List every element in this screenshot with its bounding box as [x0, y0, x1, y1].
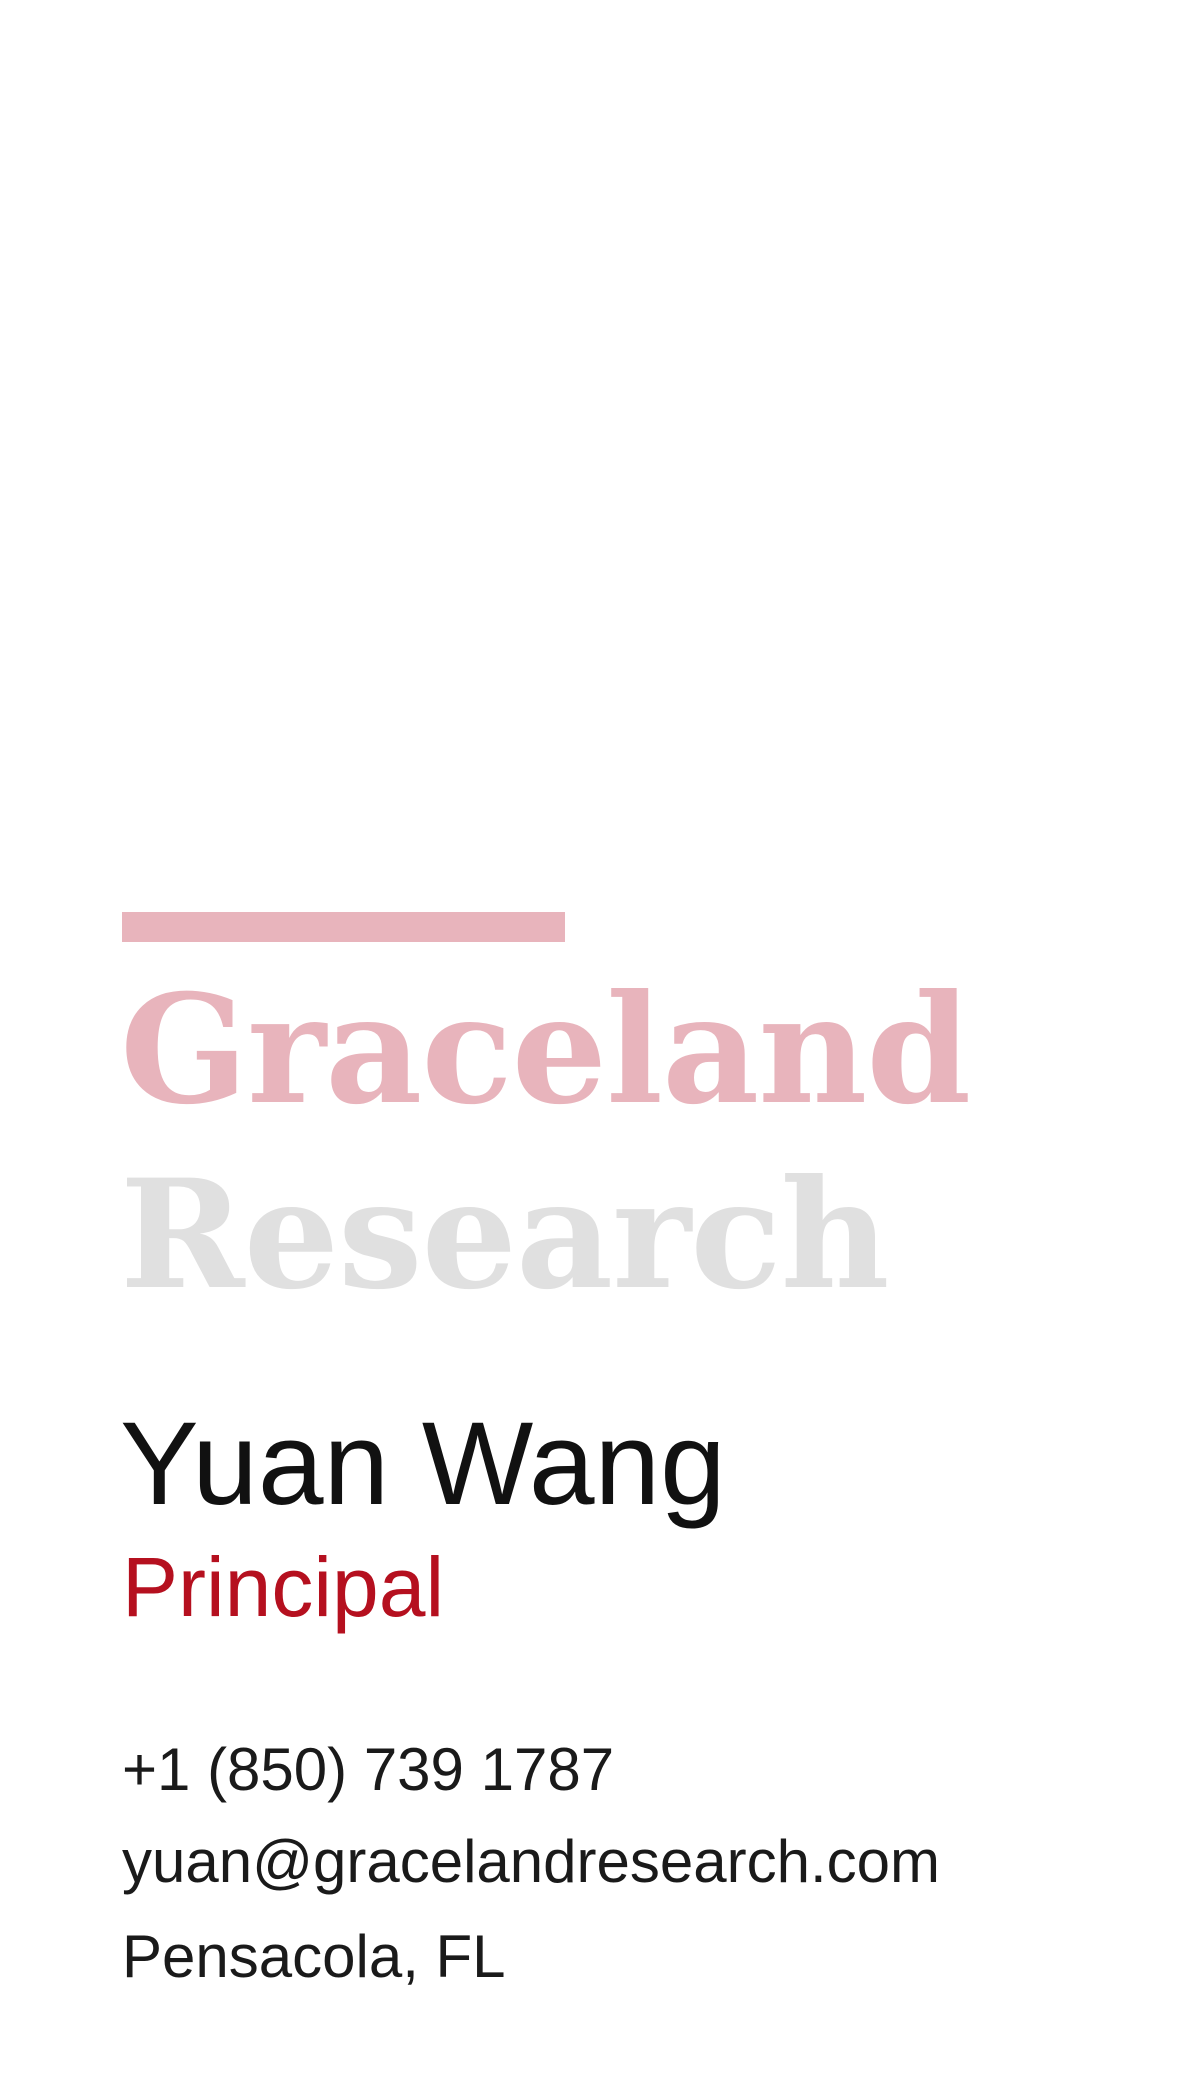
- accent-bar: [122, 912, 565, 942]
- phone-number: +1 (850) 739 1787: [122, 1736, 615, 1803]
- brand-name-line-2: Research: [120, 1147, 890, 1323]
- person-name: Yuan Wang: [120, 1398, 726, 1530]
- location: Pensacola, FL: [122, 1923, 506, 1990]
- brand-name-line-1: Graceland: [120, 962, 971, 1138]
- person-title: Principal: [122, 1540, 445, 1634]
- email-address: yuan@gracelandresearch.com: [122, 1828, 940, 1895]
